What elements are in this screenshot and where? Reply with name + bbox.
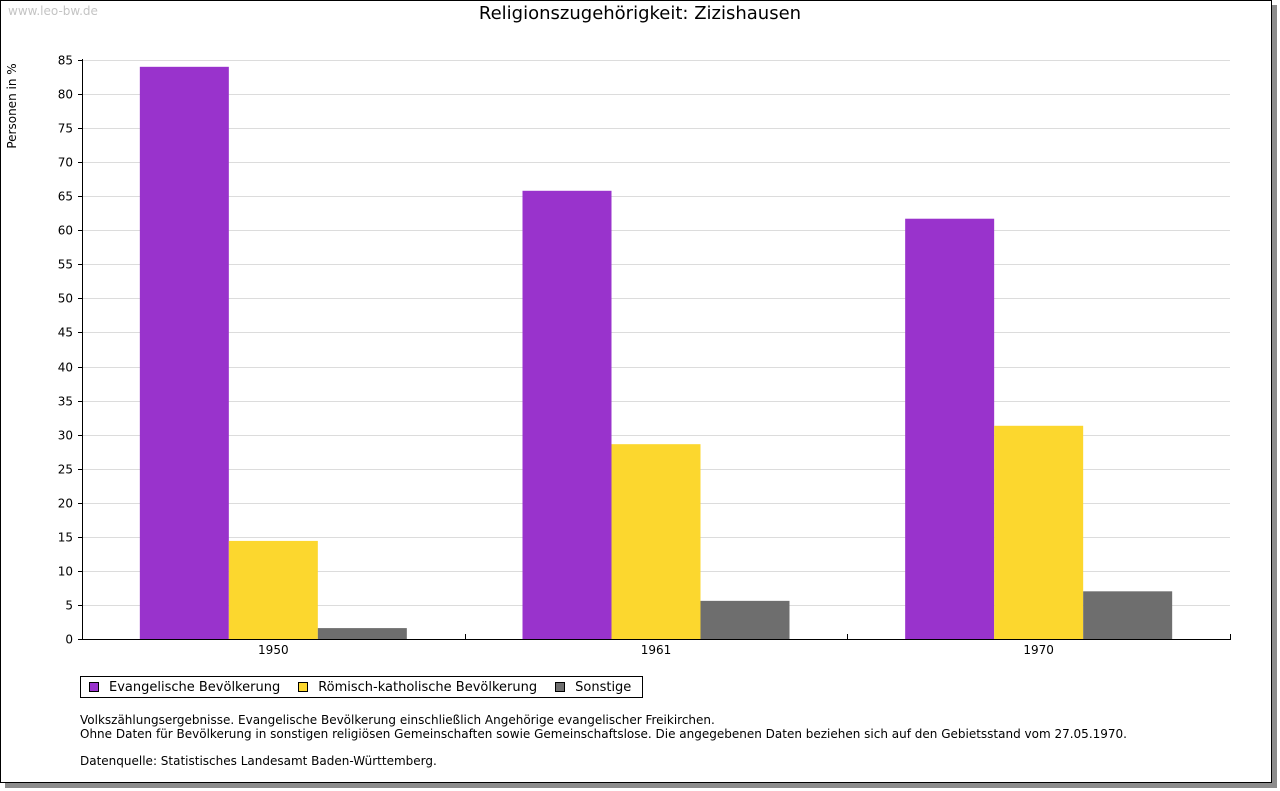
y-tick-label: 10	[58, 565, 73, 579]
y-tick-label: 5	[65, 599, 73, 613]
y-tick-label: 70	[58, 156, 73, 170]
legend-item: Römisch-katholische Bevölkerung	[298, 680, 537, 695]
y-tick-label: 80	[58, 88, 73, 102]
bar	[317, 628, 407, 639]
data-source: Datenquelle: Statistisches Landesamt Bad…	[80, 754, 437, 768]
note-line-1: Volkszählungsergebnisse. Evangelische Be…	[80, 713, 715, 727]
bar	[700, 600, 790, 639]
legend-label: Sonstige	[575, 679, 632, 695]
legend-label: Römisch-katholische Bevölkerung	[318, 679, 538, 695]
legend-item: Evangelische Bevölkerung	[89, 680, 280, 695]
bar	[994, 425, 1084, 639]
y-tick-label: 20	[58, 497, 73, 511]
y-tick-label: 55	[58, 258, 73, 272]
legend: Evangelische Bevölkerung Römisch-katholis…	[80, 676, 644, 698]
y-tick-label: 40	[58, 361, 73, 375]
legend-swatch	[89, 682, 99, 692]
y-tick-label: 30	[58, 429, 73, 443]
x-tick-label: 1970	[1023, 643, 1054, 657]
note-line-2: Ohne Daten für Bevölkerung in sonstigen …	[80, 727, 1127, 741]
y-tick-label: 35	[58, 395, 73, 409]
bar	[1083, 591, 1173, 639]
y-tick-label: 15	[58, 531, 73, 545]
y-tick-label: 25	[58, 463, 73, 477]
y-tick-label: 85	[58, 54, 73, 68]
y-axis-label: Personen in %	[5, 63, 19, 148]
bar-chart: 0 5 10 15 20 25 30 35 40 45 50 55 60 65 70 75 80 85 1950 19…	[5, 54, 1231, 657]
y-tick-label: 75	[58, 122, 73, 136]
bar	[228, 540, 318, 639]
y-tick-label: 65	[58, 190, 73, 204]
notes: Volkszählungsergebnisse. Evangelische Be…	[80, 713, 1127, 768]
legend-item: Sonstige	[555, 680, 631, 695]
legend-label: Evangelische Bevölkerung	[109, 679, 281, 695]
y-tick-label: 50	[58, 292, 73, 306]
chart-title: Religionszugehörigkeit: Zizishausen	[478, 3, 802, 24]
bar	[522, 190, 612, 639]
y-tick-label: 60	[58, 224, 73, 238]
x-tick-label: 1950	[258, 643, 289, 657]
bar	[905, 218, 995, 639]
bar	[139, 66, 229, 639]
legend-swatch	[298, 682, 309, 692]
x-tick-label: 1961	[641, 643, 672, 657]
y-tick-label: 0	[65, 633, 73, 647]
bar	[611, 444, 701, 639]
legend-swatch	[555, 682, 566, 692]
y-tick-label: 45	[58, 326, 73, 340]
watermark: www.leo-bw.de	[8, 4, 98, 18]
